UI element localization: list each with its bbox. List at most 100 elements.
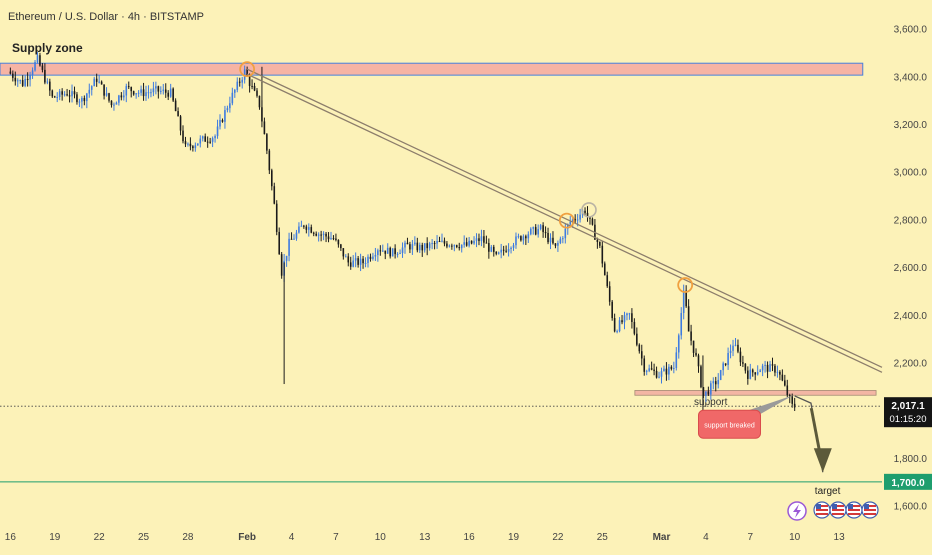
candle-body: [621, 320, 623, 323]
candle-body: [310, 227, 313, 233]
us-flag-icon: [845, 501, 863, 519]
candle-body: [591, 218, 594, 225]
candle-body: [251, 85, 253, 87]
candle-body: [539, 225, 542, 230]
candle-body: [187, 143, 189, 145]
candle-body: [238, 81, 241, 83]
x-tick-label: 28: [182, 532, 194, 543]
candle-body: [364, 262, 367, 264]
candle-body: [566, 224, 569, 229]
trendline-touch-marker: [677, 277, 694, 293]
candle-body: [470, 240, 473, 244]
candle-body: [665, 368, 668, 375]
candle-body: [197, 143, 199, 146]
candle-body: [367, 256, 369, 263]
support-zone-box: [634, 390, 877, 396]
x-tick-label: 22: [94, 532, 106, 543]
last-price-countdown: 01:15:20: [890, 414, 927, 425]
candle-body: [576, 219, 579, 221]
candle-body: [732, 345, 734, 351]
candle-body: [26, 78, 29, 80]
support-breaked-callout: [697, 409, 761, 439]
candle-body: [426, 243, 428, 249]
candle-body: [125, 86, 128, 96]
candle-body: [78, 101, 81, 103]
x-tick-label: 19: [49, 532, 61, 543]
candle-body: [751, 369, 754, 373]
candle-body: [749, 369, 752, 379]
candle-body: [357, 258, 359, 265]
candle-body: [271, 170, 273, 187]
candle-body: [221, 119, 224, 122]
candle-body: [793, 403, 796, 408]
candle-body: [394, 248, 396, 255]
supply-zone-box: [0, 62, 864, 76]
x-tick-label: Feb: [238, 532, 256, 543]
candle-body: [638, 344, 641, 352]
candle-body: [406, 242, 409, 245]
candle-body: [76, 94, 78, 103]
us-flag-icon-stripe: [848, 505, 860, 507]
us-flag-icon-canton: [864, 504, 869, 509]
candle-body: [157, 86, 160, 92]
candle-body: [433, 243, 436, 245]
candle-body: [571, 219, 574, 222]
candle-body: [201, 136, 204, 139]
candle-body: [39, 55, 41, 66]
candle-body: [81, 98, 83, 102]
last-price-tag: [884, 397, 932, 428]
y-tick-label: 3,200.0: [894, 120, 928, 131]
us-flag-icon-stripe: [832, 505, 844, 507]
candle-body: [507, 249, 510, 252]
candle-body: [724, 363, 727, 365]
candle-body: [209, 141, 211, 143]
candle-body: [596, 239, 599, 242]
x-tick-label: 4: [703, 532, 709, 543]
candle-body: [569, 221, 572, 225]
candle-body: [542, 225, 544, 233]
candle-body: [781, 374, 784, 381]
candle-body: [206, 141, 209, 143]
candle-body: [446, 243, 448, 247]
candle-body: [677, 335, 680, 353]
candle-body: [512, 245, 515, 248]
candle-body: [475, 238, 478, 241]
candle-body: [325, 233, 327, 237]
candle-body: [335, 238, 337, 240]
candle-body: [263, 121, 266, 135]
candle-body: [224, 110, 226, 122]
candle-body: [529, 228, 532, 235]
candle-body: [759, 370, 761, 373]
us-flag-icon-stripe: [848, 509, 860, 511]
y-tick-label: 2,800.0: [894, 215, 928, 226]
candle-body: [41, 65, 44, 70]
candle-body: [396, 253, 399, 255]
candle-body: [776, 371, 779, 373]
candle-body: [160, 90, 162, 92]
candle-body: [317, 234, 320, 236]
candle-body: [532, 227, 535, 229]
candle-body: [712, 381, 715, 384]
candle-body: [473, 240, 475, 244]
x-tick-label: 10: [375, 532, 387, 543]
candle-body: [93, 78, 96, 87]
y-tick-label: 2,200.0: [894, 359, 928, 370]
candle-body: [73, 91, 76, 95]
us-flag-icon: [861, 501, 879, 519]
candle-body: [423, 243, 426, 251]
candle-body: [692, 340, 695, 353]
y-tick-label: 2,600.0: [894, 263, 928, 274]
x-tick-label: 7: [333, 532, 339, 543]
candle-body: [312, 232, 315, 234]
candle-body: [771, 364, 774, 366]
candle-body: [90, 86, 93, 90]
candle-body: [9, 71, 12, 74]
candle-body: [626, 313, 628, 316]
symbol-title: Ethereum / U.S. Dollar · 4h · BITSTAMP: [8, 11, 204, 23]
candle-body: [295, 232, 298, 239]
candle-body: [147, 92, 150, 94]
candle-body: [120, 95, 123, 98]
candle-body: [700, 366, 702, 388]
candle-body: [51, 90, 54, 97]
candle-body: [34, 62, 36, 71]
